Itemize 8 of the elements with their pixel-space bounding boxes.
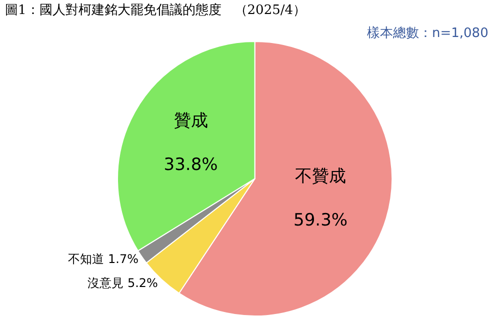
slice-label: 贊成 [174,110,208,131]
chart-title: 圖1：國人對柯建銘大罷免倡議的態度 （2025/4） [5,2,306,18]
data-label: 33.8% [164,155,218,176]
slice-label: 沒意見 5.2% [88,276,158,290]
slice-label: 不贊成 [295,166,346,186]
slice-label: 不知道 1.7% [68,252,138,266]
data-label: 59.3% [294,210,348,231]
text: 樣本總數：n=1,080 [367,26,488,41]
